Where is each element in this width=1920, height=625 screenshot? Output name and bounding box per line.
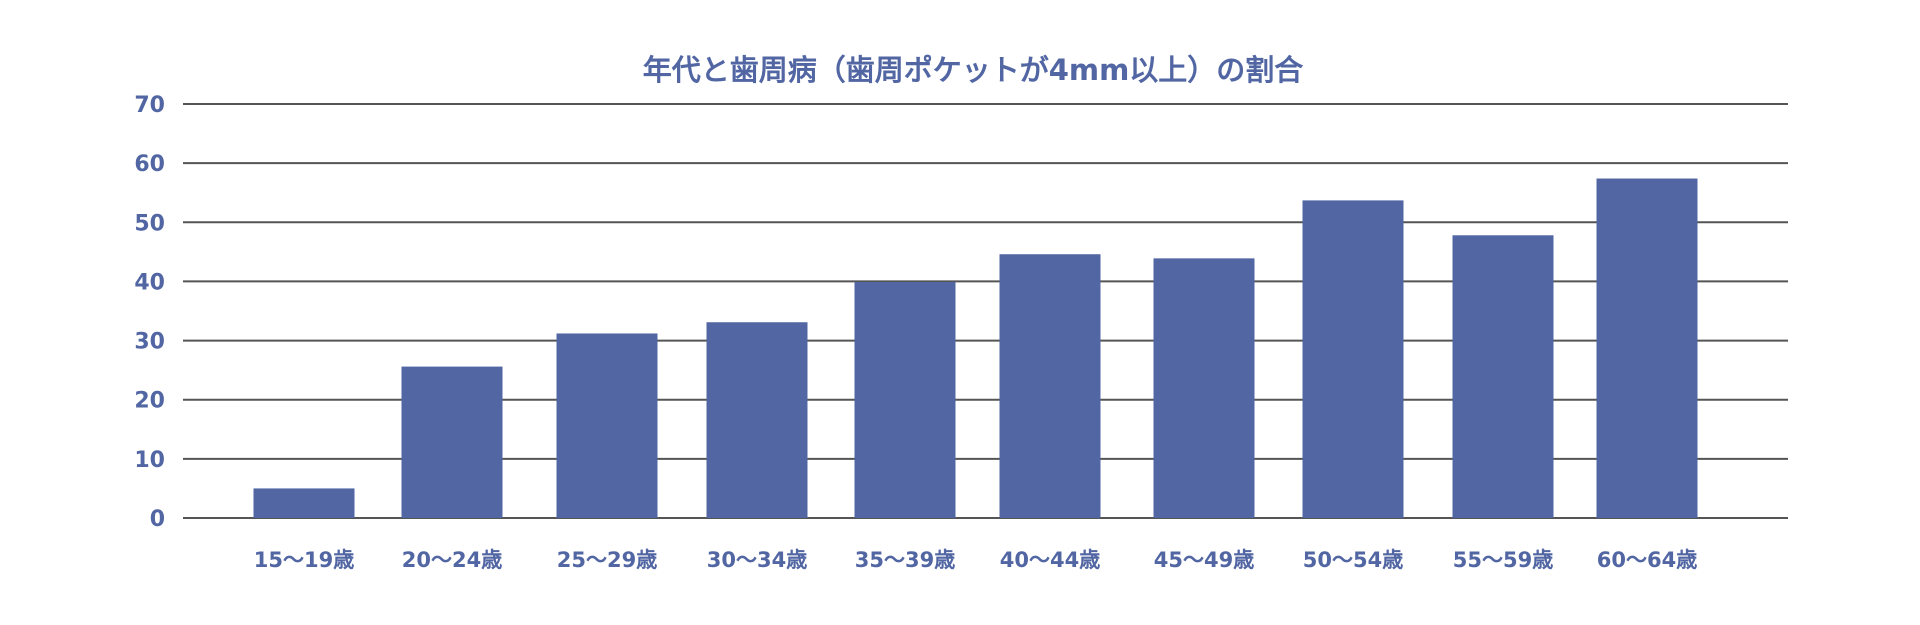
y-axis-ticks: 0 10 20 30 40 50 60 70 xyxy=(134,93,165,532)
chart-title: 年代と歯周病（歯周ポケットが4mm以上）の割合 xyxy=(643,53,1304,87)
y-tick-label: 20 xyxy=(134,389,165,414)
x-tick-label: 20〜24歳 xyxy=(402,548,502,572)
y-tick-label: 30 xyxy=(134,330,165,355)
bar xyxy=(253,488,355,518)
y-tick-label: 0 xyxy=(150,507,165,532)
x-axis-ticks: 15〜19歳 20〜24歳 25〜29歳 30〜34歳 35〜39歳 40〜44歳 45〜4… xyxy=(254,548,1697,572)
y-tick-label: 40 xyxy=(134,270,165,295)
bars xyxy=(253,178,1698,519)
bar xyxy=(1302,200,1404,518)
x-tick-label: 60〜64歳 xyxy=(1597,548,1697,572)
x-tick-label: 45〜49歳 xyxy=(1154,548,1254,572)
bar xyxy=(1153,258,1255,518)
x-tick-label: 30〜34歳 xyxy=(707,548,807,572)
x-tick-label: 15〜19歳 xyxy=(254,548,354,572)
x-tick-label: 35〜39歳 xyxy=(855,548,955,572)
x-tick-label: 50〜54歳 xyxy=(1303,548,1403,572)
x-tick-label: 55〜59歳 xyxy=(1453,548,1553,572)
x-tick-label: 40〜44歳 xyxy=(1000,548,1100,572)
bar xyxy=(999,254,1101,519)
bar xyxy=(854,282,956,518)
y-tick-label: 10 xyxy=(134,448,165,473)
bar xyxy=(1452,235,1554,518)
x-tick-label: 25〜29歳 xyxy=(557,548,657,572)
y-tick-label: 60 xyxy=(134,152,165,177)
bar xyxy=(1596,178,1698,518)
bar xyxy=(556,333,658,518)
bar xyxy=(401,366,503,518)
bar xyxy=(706,322,808,518)
y-tick-label: 50 xyxy=(134,211,165,236)
y-tick-label: 70 xyxy=(134,93,165,118)
